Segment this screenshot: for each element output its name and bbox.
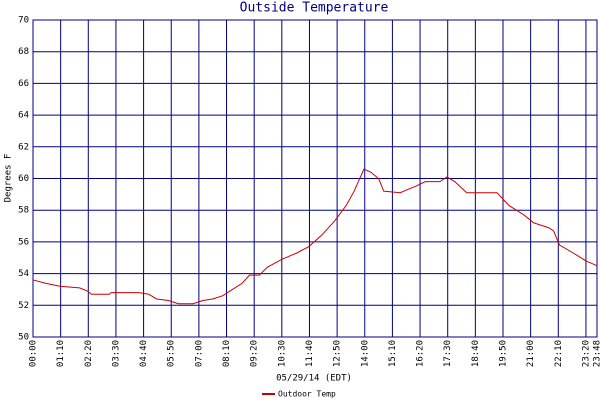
x-tick-label: 00:00: [29, 340, 39, 367]
y-tick-label: 58: [18, 206, 29, 216]
line: [32, 168, 598, 305]
y-tick-label: 56: [18, 237, 29, 247]
chart-title: Outside Temperature: [240, 1, 389, 16]
x-tick-label: 12:50: [333, 340, 343, 367]
x-tick-label: 04:40: [139, 340, 149, 367]
x-tick-label: 18:40: [471, 340, 481, 367]
y-tick-label: 64: [18, 111, 29, 121]
x-tick-label: 23:48: [593, 340, 600, 367]
y-tick-label: 70: [18, 16, 29, 26]
y-tick-label: 50: [18, 333, 29, 343]
x-tick-label: 14:00: [360, 340, 370, 367]
x-tick-label: 03:30: [111, 340, 121, 367]
x-tick-label: 11:40: [305, 340, 315, 367]
x-tick-label: 17:30: [443, 340, 453, 367]
x-tick-label: 01:10: [56, 340, 66, 367]
y-axis-label: Degrees F: [4, 154, 14, 203]
x-tick-label: 19:50: [499, 340, 509, 367]
x-tick-label: 22:10: [554, 340, 564, 367]
x-tick-label: 10:30: [277, 340, 287, 367]
x-tick-label: 09:20: [250, 340, 260, 367]
x-tick-label: 08:10: [222, 340, 232, 367]
x-tick-label: 15:10: [388, 340, 398, 367]
y-tick-label: 54: [18, 269, 29, 279]
y-tick-label: 68: [18, 47, 29, 57]
x-tick-label: 16:20: [416, 340, 426, 367]
x-tick-label: 05:50: [167, 340, 177, 367]
y-tick-label: 62: [18, 142, 29, 152]
y-tick-label: 66: [18, 79, 29, 89]
y-tick-label: 60: [18, 174, 29, 184]
x-tick-label: 07:00: [194, 340, 204, 367]
x-tick-label: 21:00: [526, 340, 536, 367]
x-tick-label: 23:20: [581, 340, 591, 367]
x-axis-label: 05/29/14 (EDT): [276, 374, 352, 384]
y-tick-label: 52: [18, 301, 29, 311]
legend-label: Outdoor Temp: [278, 390, 336, 399]
x-tick-label: 02:20: [84, 340, 94, 367]
